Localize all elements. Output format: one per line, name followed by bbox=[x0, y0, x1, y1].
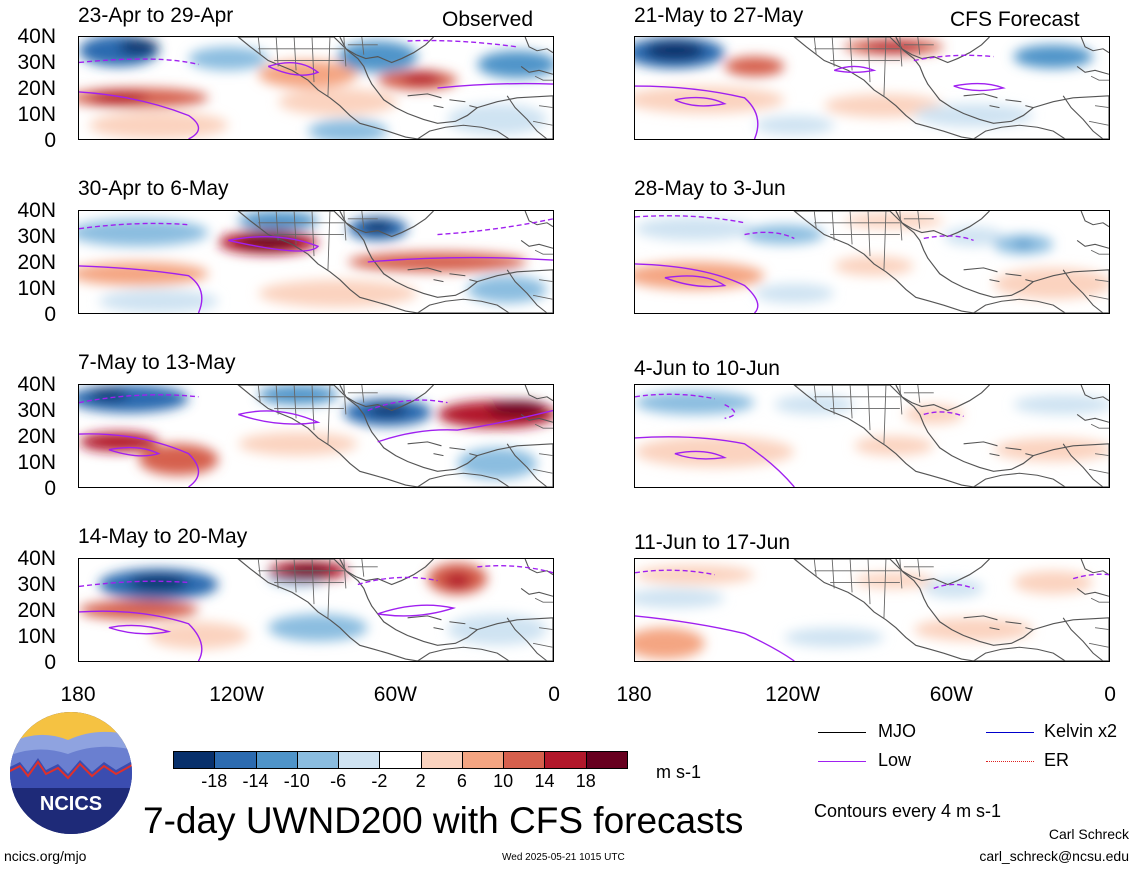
colorbar-tick-label: 14 bbox=[534, 771, 555, 791]
lat-tick-label: 40N bbox=[17, 25, 56, 48]
map-panel bbox=[634, 558, 1110, 662]
legend-kelvin-label: Kelvin x2 bbox=[1044, 721, 1118, 741]
colorbar-swatch bbox=[420, 751, 463, 769]
legend-low-line bbox=[818, 761, 866, 762]
footer-url: ncics.org/mjo bbox=[4, 848, 87, 864]
ncics-logo: NCICS bbox=[8, 710, 134, 836]
colorbar-swatch bbox=[461, 751, 505, 769]
colorbar-swatch bbox=[338, 751, 381, 769]
lat-tick-label: 30N bbox=[17, 399, 56, 422]
lat-tick-label: 10N bbox=[17, 625, 56, 648]
lat-tick-label: 0 bbox=[44, 303, 56, 326]
colorbar-tick-label: -18 bbox=[201, 771, 228, 791]
colorbar-swatch bbox=[379, 751, 422, 769]
panel-title: 14-May to 20-May bbox=[78, 525, 248, 548]
lat-tick-label: 10N bbox=[17, 451, 56, 474]
contour-note: Contours every 4 m s-1 bbox=[814, 801, 1002, 821]
colorbar-swatch bbox=[544, 751, 587, 769]
colorbar-tick-label: 6 bbox=[456, 771, 467, 791]
legend-er-line bbox=[986, 761, 1034, 762]
colorbar-swatch bbox=[296, 751, 340, 769]
lat-tick-label: 0 bbox=[44, 651, 56, 674]
footer-timestamp: Wed 2025-05-21 1015 UTC bbox=[502, 852, 625, 863]
colorbar-tick-label: 2 bbox=[415, 771, 426, 791]
lat-tick-label: 0 bbox=[44, 477, 56, 500]
colorbar-tick-label: -14 bbox=[242, 771, 269, 791]
panel-title: 4-Jun to 10-Jun bbox=[634, 357, 780, 380]
lat-tick-label: 40N bbox=[17, 547, 56, 570]
lat-tick-label: 30N bbox=[17, 51, 56, 74]
colorbar-swatch bbox=[173, 751, 216, 769]
lat-tick-label: 30N bbox=[17, 225, 56, 248]
panel-title: 23-Apr to 29-Apr bbox=[78, 4, 234, 27]
lon-tick-label: 60W bbox=[373, 683, 417, 706]
lat-tick-label: 20N bbox=[17, 77, 56, 100]
lat-tick-label: 10N bbox=[17, 103, 56, 126]
colorbar-tick-label: -6 bbox=[330, 771, 347, 791]
lon-tick-label: 60W bbox=[929, 683, 973, 706]
colorbar-swatch bbox=[214, 751, 257, 769]
observed-label: Observed bbox=[442, 8, 534, 31]
map-panel bbox=[634, 210, 1110, 314]
logo-text: NCICS bbox=[40, 793, 102, 815]
lon-tick-label: 0 bbox=[548, 683, 560, 706]
main-title: 7-day UWND200 with CFS forecasts bbox=[143, 800, 744, 841]
footer-author: Carl Schreck bbox=[1048, 826, 1129, 842]
colorbar-tick-label: -10 bbox=[283, 771, 310, 791]
legend-mjo-label: MJO bbox=[878, 721, 916, 741]
colorbar-swatch bbox=[255, 751, 298, 769]
legend-mjo-line bbox=[818, 732, 866, 733]
cfs-forecast-label: CFS Forecast bbox=[950, 8, 1080, 31]
panel-title: 7-May to 13-May bbox=[78, 351, 236, 374]
legend-low-label: Low bbox=[878, 750, 912, 770]
lat-tick-label: 20N bbox=[17, 425, 56, 448]
map-panel bbox=[634, 36, 1110, 140]
legend-er-label: ER bbox=[1044, 750, 1070, 770]
panel-title: 28-May to 3-Jun bbox=[634, 177, 786, 200]
lon-tick-label: 120W bbox=[209, 683, 265, 706]
lat-tick-label: 20N bbox=[17, 599, 56, 622]
lon-tick-label: 180 bbox=[60, 683, 96, 706]
panel-title: 30-Apr to 6-May bbox=[78, 177, 229, 200]
lat-tick-label: 0 bbox=[44, 129, 56, 152]
colorbar-swatch bbox=[585, 751, 628, 769]
colorbar-tick-label: -2 bbox=[371, 771, 388, 791]
colorbar-tick-label: 18 bbox=[575, 771, 596, 791]
panel-title: 21-May to 27-May bbox=[634, 4, 804, 27]
lon-tick-label: 120W bbox=[765, 683, 821, 706]
lat-tick-label: 40N bbox=[17, 373, 56, 396]
map-panel bbox=[78, 384, 554, 488]
legend-kelvin-line bbox=[986, 732, 1034, 733]
map-panel bbox=[634, 384, 1110, 488]
panel-title: 11-Jun to 17-Jun bbox=[634, 531, 791, 554]
map-panel bbox=[78, 558, 554, 662]
footer-email: carl_schreck@ncsu.edu bbox=[979, 848, 1129, 864]
lon-tick-label: 180 bbox=[616, 683, 652, 706]
map-panel bbox=[78, 210, 554, 314]
colorbar: -18 -14 -10 -6 -2 2 6 10 14 18 bbox=[173, 751, 628, 801]
map-panel bbox=[78, 36, 554, 140]
colorbar-unit: m s-1 bbox=[656, 762, 701, 782]
lat-tick-label: 30N bbox=[17, 573, 56, 596]
colorbar-tick-label: 10 bbox=[493, 771, 514, 791]
colorbar-swatch bbox=[503, 751, 546, 769]
lat-tick-label: 10N bbox=[17, 277, 56, 300]
lon-tick-label: 0 bbox=[1104, 683, 1116, 706]
lat-tick-label: 20N bbox=[17, 251, 56, 274]
lat-tick-label: 40N bbox=[17, 199, 56, 222]
